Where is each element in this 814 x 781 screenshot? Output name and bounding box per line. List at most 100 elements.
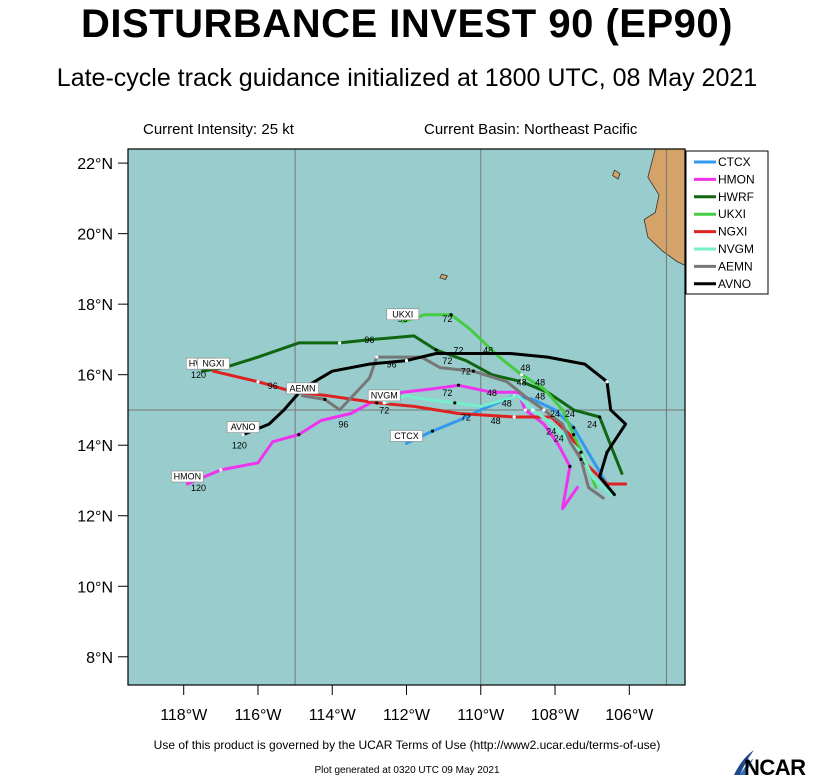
lat-tick-label: 20°N [77,227,113,244]
forecast-hour-label: 24 [546,427,556,437]
lon-tick-label: 118°W [160,707,208,724]
track-point [256,380,260,384]
current-intensity: Current Intensity: 25 kt [143,121,294,138]
track-end-label-avno: AVNO [231,422,256,432]
track-point [323,397,327,401]
forecast-hour-label: 72 [442,314,452,324]
land-mainland [643,148,686,267]
lon-tick-label: 112°W [383,707,431,724]
track-aemn [301,355,605,500]
track-end-label-ngxi: NGXI [202,359,224,369]
track-point [449,313,453,317]
forecast-hour-label: 24 [550,409,560,419]
track-end-label-box [367,389,401,402]
forecast-hour-label: 96 [338,420,348,430]
forecast-hour-label: 72 [453,346,463,356]
track-end-label-ukxi: UKXI [392,309,413,319]
track-hmon [185,383,579,511]
forecast-hour-label: 120 [191,370,206,380]
track-point [605,450,609,454]
forecast-hour-label: 72 [461,367,471,377]
track-point [542,408,546,412]
legend-label-nvgm: NVGM [718,242,754,256]
lat-tick-label: 18°N [77,297,113,314]
track-end-label-box [386,308,420,321]
lat-tick-label: 12°N [77,509,113,526]
lon-tick-label: 116°W [234,707,282,724]
track-point [523,408,527,412]
track-point [579,457,583,461]
ncar-logo-text: NCAR [744,755,806,780]
forecast-hour-label: 72 [442,356,452,366]
forecast-hour-label: 96 [387,360,397,370]
forecast-hour-label: 96 [268,381,278,391]
track-point [241,433,245,437]
lat-tick-label: 16°N [77,368,113,385]
track-point [512,415,516,419]
track-end-label-hmon: HMON [174,472,202,482]
forecast-hour-label: 24 [565,409,575,419]
current-basin: Current Basin: Northeast Pacific [424,121,638,138]
lon-tick-label: 114°W [309,707,357,724]
track-point [531,408,535,412]
legend-label-avno: AVNO [718,277,751,291]
track-point [520,373,524,377]
ncar-logo-icon [734,750,754,775]
track-ctcx [405,394,609,486]
track-point [453,401,457,405]
forecast-hour-label: 48 [535,377,545,387]
track-end-label-box [286,382,319,395]
forecast-hour-label: 48 [517,377,527,387]
lon-tick-label: 106°W [605,707,654,724]
legend-label-hmon: HMON [718,172,755,186]
forecast-hour-label: 120 [191,483,206,493]
track-point [297,433,301,437]
track-point [605,380,609,384]
track-hwrf [200,334,624,475]
track-point [338,341,342,345]
track-point [568,464,572,468]
track-point [508,351,513,356]
track-point [520,380,524,384]
track-nvgm [382,394,613,497]
legend [685,150,769,295]
lat-tick-label: 8°N [86,650,113,667]
forecast-hour-label: 48 [483,346,493,356]
forecast-hour-label: 72 [461,413,471,423]
lat-tick-label: 14°N [77,438,113,455]
track-end-label-aemn: AEMN [290,383,316,393]
forecast-hour-label: 24 [587,420,597,430]
lon-tick-label: 108°W [531,707,580,724]
legend-label-ukxi: UKXI [718,207,746,221]
chart-title: DISTURBANCE INVEST 90 (EP90) [81,2,733,46]
forecast-hour-label: 48 [502,398,512,408]
track-point [597,415,602,419]
track-point [382,401,386,405]
track-point [471,369,475,373]
forecast-hour-label: 72 [379,405,389,415]
track-point [434,348,438,352]
track-end-label-ctcx: CTCX [394,431,419,441]
track-point [572,425,576,430]
track-point [572,433,576,437]
lon-tick-label: 110°W [457,707,505,724]
lat-tick-label: 22°N [77,156,113,173]
track-end-label-nvgm: NVGM [371,390,398,400]
land-socorro [439,273,448,280]
track-point [375,355,379,359]
forecast-hour-label: 96 [364,335,374,345]
legend-label-aemn: AEMN [718,259,753,273]
terms-of-use: Use of this product is governed by the U… [153,738,661,752]
track-end-label-box [171,470,204,483]
track-end-label-box [197,357,230,370]
forecast-hour-label: 48 [491,416,501,426]
legend-label-ctcx: CTCX [718,155,751,169]
forecast-hour-label: 48 [520,363,530,373]
legend-label-hwrf: HWRF [718,190,754,204]
lat-tick-label: 10°N [77,579,113,596]
land-islas-marias [612,169,621,180]
legend-label-ngxi: NGXI [718,225,747,239]
chart-subtitle: Late-cycle track guidance initialized at… [56,64,758,92]
track-point [219,468,223,472]
